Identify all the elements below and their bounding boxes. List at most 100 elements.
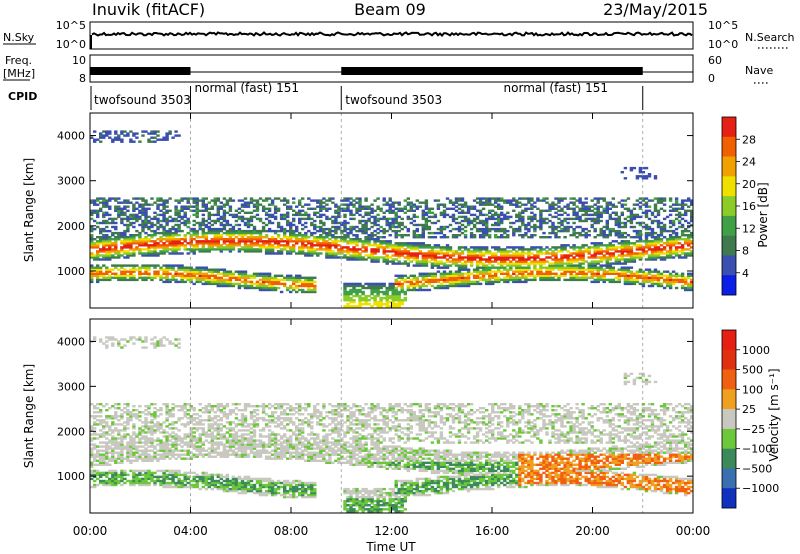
heatmap-cell bbox=[466, 256, 471, 259]
heatmap-cell bbox=[165, 266, 169, 269]
heatmap-cell bbox=[451, 278, 456, 282]
heatmap-cell bbox=[292, 244, 296, 247]
heatmap-cell bbox=[267, 282, 272, 286]
heatmap-cell bbox=[183, 223, 187, 227]
heatmap-cell bbox=[382, 256, 386, 259]
heatmap-cell bbox=[690, 282, 694, 286]
heatmap-cell bbox=[596, 270, 600, 273]
heatmap-cell bbox=[500, 266, 504, 269]
heatmap-cell bbox=[319, 234, 323, 237]
heatmap-cell bbox=[409, 284, 413, 288]
heatmap-cell bbox=[412, 219, 416, 223]
heatmap-cell bbox=[653, 258, 658, 261]
heatmap-cell bbox=[584, 272, 588, 275]
heatmap-cell bbox=[680, 276, 685, 279]
heatmap-cell bbox=[427, 246, 432, 249]
heatmap-cell bbox=[273, 276, 278, 279]
heatmap-cell bbox=[442, 266, 447, 269]
heatmap-cell bbox=[177, 264, 181, 267]
heatmap-cell bbox=[147, 203, 151, 206]
heatmap-cell bbox=[364, 301, 368, 304]
heatmap-cell bbox=[433, 276, 438, 279]
heatmap-cell bbox=[418, 264, 422, 267]
heatmap-cell bbox=[551, 268, 555, 271]
heatmap-cell bbox=[653, 242, 658, 245]
heatmap-cell bbox=[572, 274, 576, 277]
heatmap-cell bbox=[264, 240, 269, 243]
heatmap-cell bbox=[614, 256, 618, 259]
heatmap-cell bbox=[566, 270, 570, 273]
heatmap-cell bbox=[638, 197, 643, 200]
heatmap-cell bbox=[575, 205, 579, 208]
heatmap-cell bbox=[563, 236, 567, 239]
heatmap-cell bbox=[270, 276, 275, 279]
heatmap-cell bbox=[216, 240, 220, 243]
heatmap-cell bbox=[650, 227, 655, 231]
heatmap-cell bbox=[349, 197, 353, 200]
heatmap-cell bbox=[439, 282, 444, 286]
heatmap-cell bbox=[159, 209, 163, 212]
heatmap-cell bbox=[394, 207, 398, 210]
heatmap-cell bbox=[343, 284, 347, 288]
heatmap-cell bbox=[295, 236, 299, 239]
heatmap-cell bbox=[252, 229, 257, 233]
heatmap-cell bbox=[596, 262, 600, 265]
heatmap-cell bbox=[379, 229, 383, 233]
heatmap-cell bbox=[279, 278, 284, 282]
heatmap-cell bbox=[373, 284, 377, 288]
heatmap-cell bbox=[614, 276, 618, 279]
heatmap-cell bbox=[439, 272, 444, 275]
heatmap-cell bbox=[331, 219, 335, 223]
heatmap-cell bbox=[626, 248, 631, 251]
heatmap-cell bbox=[279, 248, 284, 251]
heatmap-cell bbox=[530, 270, 534, 273]
heatmap-cell bbox=[518, 219, 522, 223]
heatmap-cell bbox=[599, 227, 603, 231]
heatmap-cell bbox=[349, 211, 353, 214]
heatmap-cell bbox=[349, 217, 353, 221]
heatmap-cell bbox=[325, 250, 329, 253]
heatmap-cell bbox=[246, 225, 251, 229]
heatmap-cell bbox=[273, 286, 278, 290]
heatmap-cell bbox=[270, 215, 275, 219]
heatmap-cell bbox=[690, 211, 694, 214]
heatmap-cell bbox=[485, 199, 489, 202]
heatmap-cell bbox=[457, 197, 462, 200]
heatmap-cell bbox=[436, 286, 441, 290]
heatmap-cell bbox=[340, 203, 344, 206]
heatmap-cell bbox=[192, 205, 196, 208]
heatmap-cell bbox=[626, 242, 631, 245]
heatmap-cell bbox=[385, 292, 389, 296]
heatmap-cell bbox=[240, 236, 245, 239]
heatmap-cell bbox=[527, 215, 531, 219]
heatmap-cell bbox=[632, 282, 637, 286]
heatmap-cell bbox=[406, 250, 410, 253]
heatmap-cell bbox=[165, 132, 169, 135]
heatmap-cell bbox=[457, 211, 462, 214]
heatmap-cell bbox=[687, 242, 691, 245]
heatmap-cell bbox=[216, 278, 220, 282]
heatmap-cell bbox=[466, 207, 471, 210]
heatmap-cell bbox=[644, 250, 649, 253]
heatmap-cell bbox=[144, 238, 148, 241]
heatmap-cell bbox=[331, 229, 335, 233]
heatmap-cell bbox=[563, 248, 567, 251]
heatmap-cell bbox=[684, 282, 688, 286]
heatmap-cell bbox=[587, 266, 591, 269]
heatmap-cell bbox=[581, 252, 585, 255]
heatmap-cell bbox=[177, 234, 181, 237]
heatmap-cell bbox=[108, 258, 112, 261]
heatmap-cell bbox=[569, 260, 573, 263]
heatmap-cell bbox=[243, 197, 248, 200]
heatmap-cell bbox=[358, 213, 362, 217]
heatmap-cell bbox=[210, 242, 214, 245]
heatmap-cell bbox=[273, 288, 278, 292]
heatmap-cell bbox=[653, 209, 658, 212]
heatmap-cell bbox=[270, 284, 275, 288]
heatmap-cell bbox=[599, 197, 603, 200]
heatmap-cell bbox=[219, 280, 223, 284]
heatmap-cell bbox=[687, 276, 691, 279]
heatmap-cell bbox=[192, 209, 196, 212]
heatmap-cell bbox=[485, 229, 489, 233]
